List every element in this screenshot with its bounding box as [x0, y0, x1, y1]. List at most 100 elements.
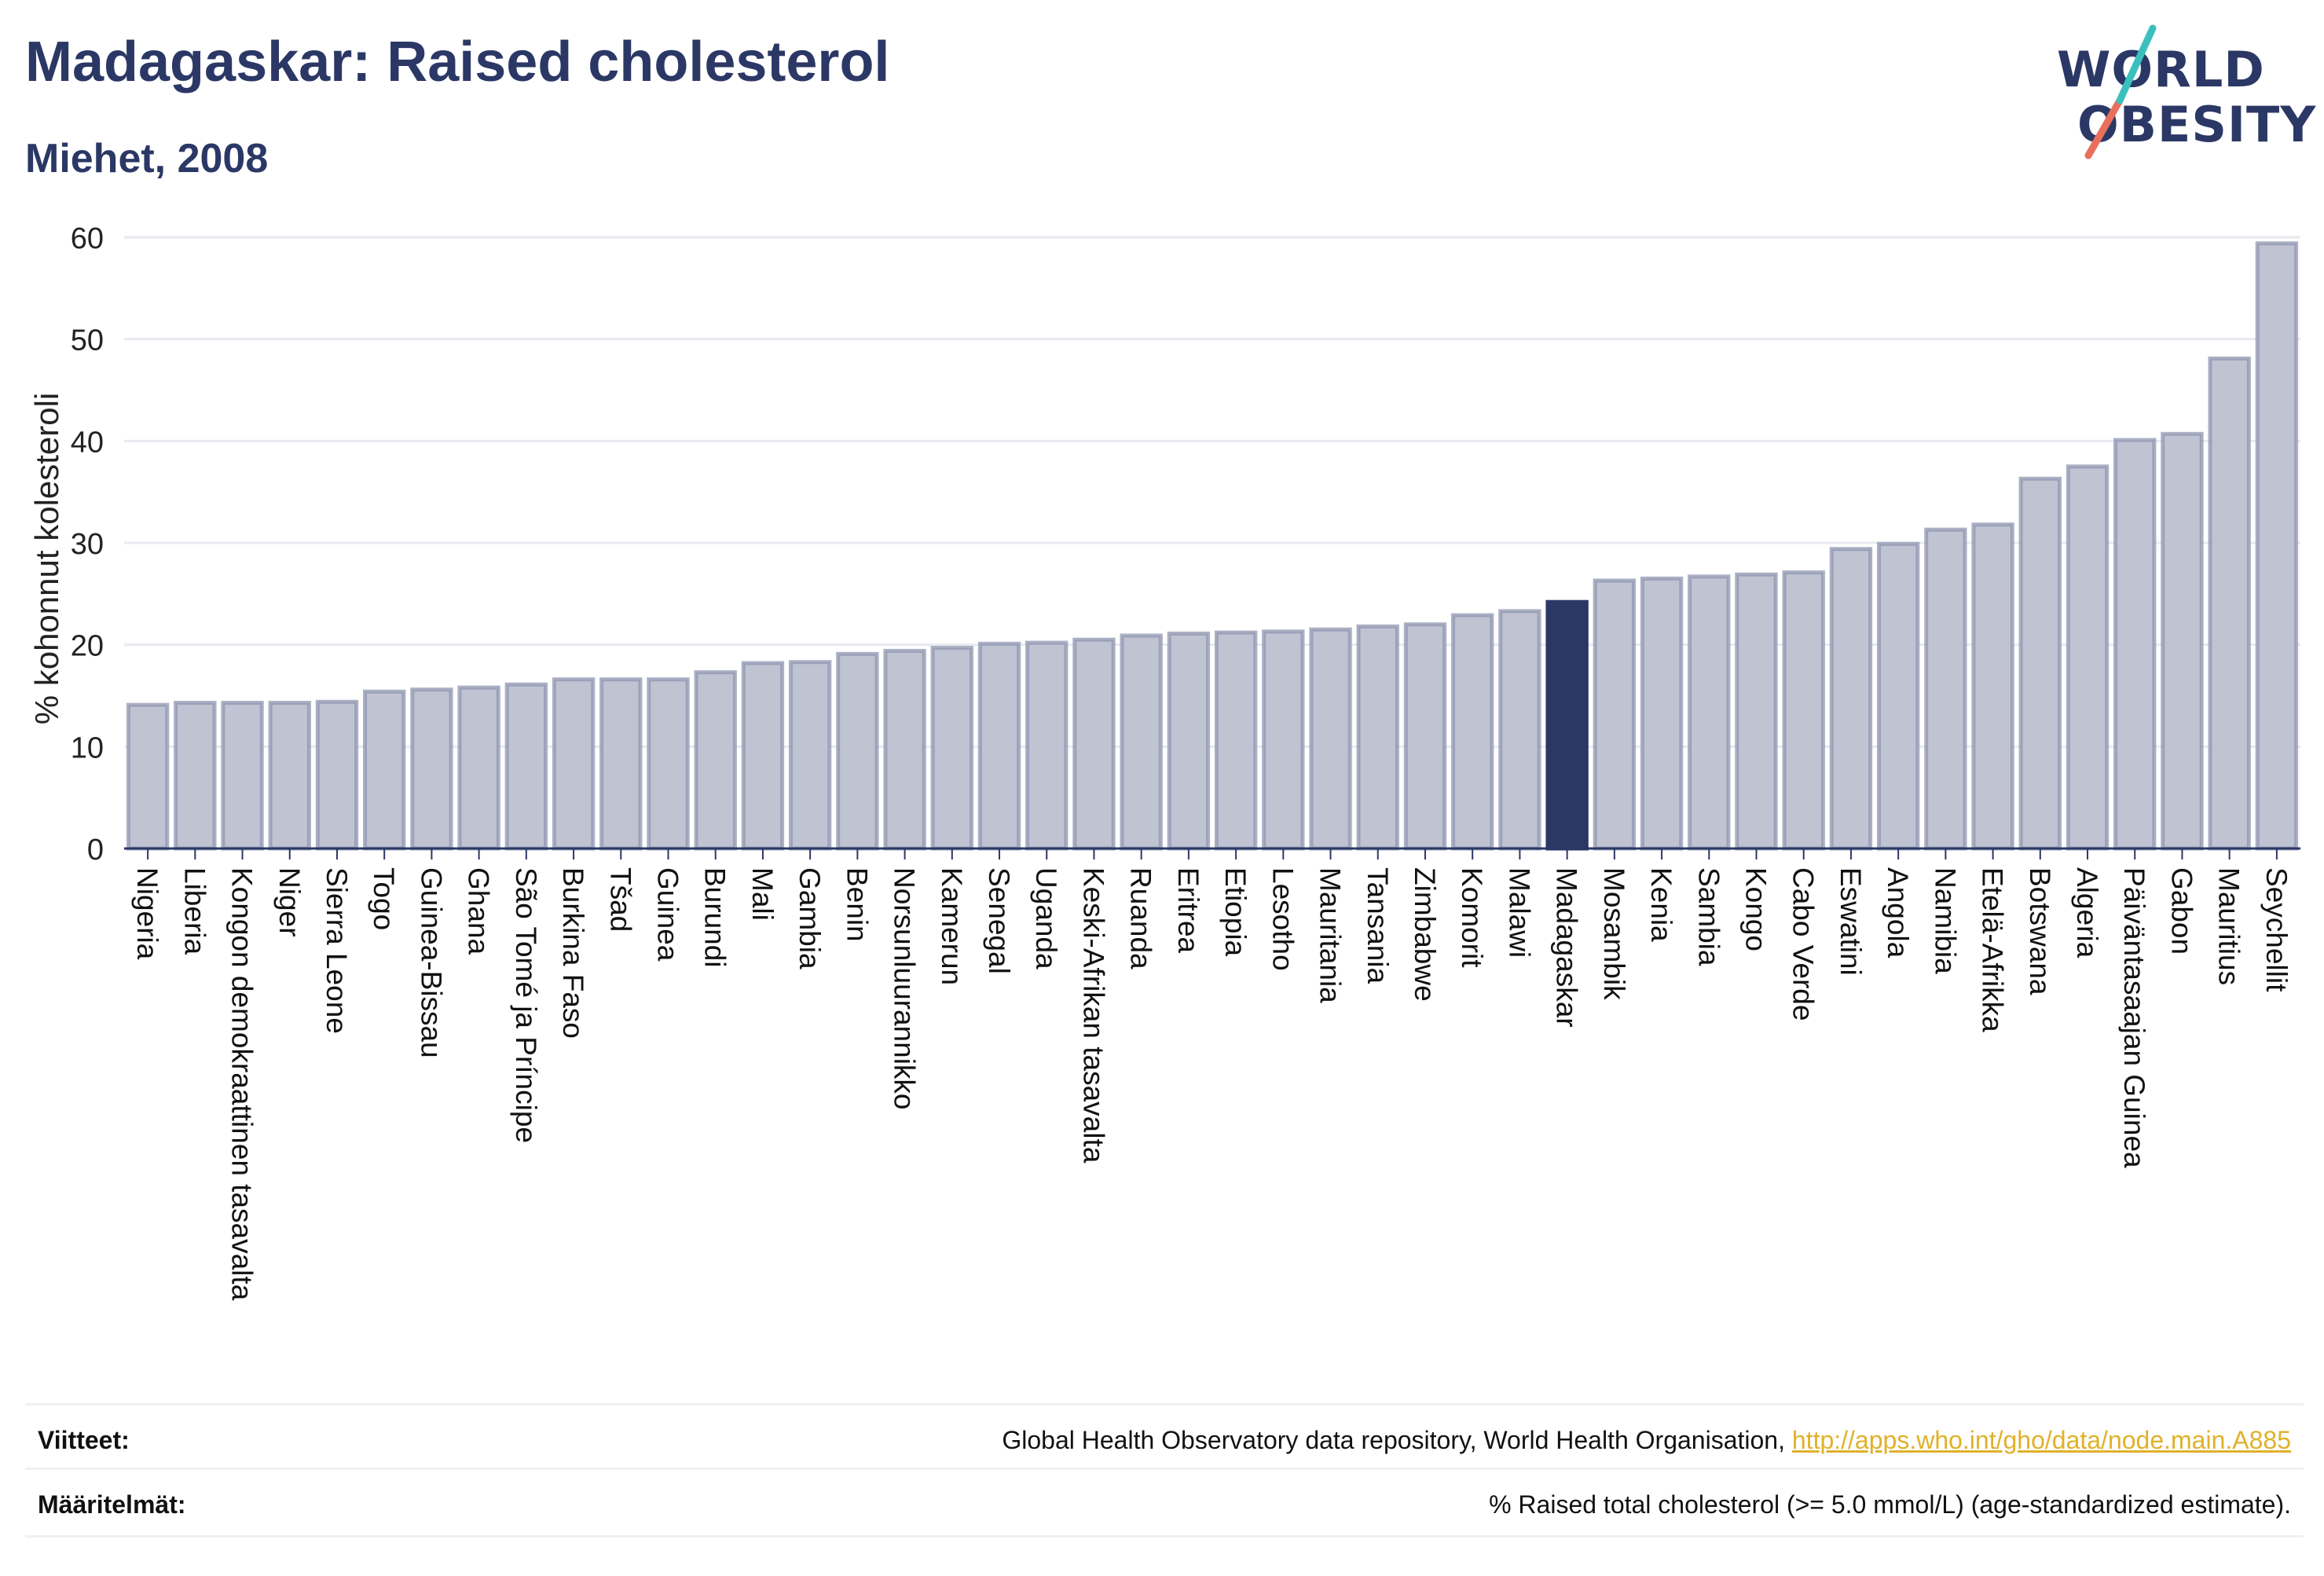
x-tick-label: Norsunluurannikko: [889, 867, 921, 1110]
page-subtitle: Miehet, 2008: [25, 136, 269, 181]
x-tick-label: Nigeria: [131, 867, 163, 960]
y-tick-label: 10: [71, 731, 104, 764]
x-tick-label: Sambia: [1692, 867, 1725, 966]
y-tick-label: 60: [71, 222, 104, 255]
sources-label: Viitteet:: [38, 1426, 130, 1454]
bar: [1262, 629, 1305, 851]
x-tick-label: Liberia: [178, 867, 211, 955]
bar: [1829, 547, 1873, 851]
y-tick-label: 50: [71, 324, 104, 357]
x-tick-label: Komorit: [1456, 867, 1488, 968]
definitions-value: % Raised total cholesterol (>= 5.0 mmol/…: [1489, 1490, 2291, 1519]
bar: [315, 699, 359, 851]
bar-chart: 0 10 20 30 40 50 60 % kohonnut kolesteroli Niger…: [28, 222, 2300, 1301]
x-tick-label: Ghana: [463, 867, 495, 955]
page-title: Madagaskar: Raised cholesterol: [25, 31, 890, 93]
x-tick-label: Kamerun: [936, 867, 968, 985]
definitions-row: Määritelmät: % Raised total cholesterol …: [25, 1468, 2304, 1531]
bar: [2161, 431, 2204, 851]
x-tick-label: Tansania: [1362, 867, 1394, 984]
x-tick-label: Gambia: [794, 867, 826, 969]
y-axis-label: % kohonnut kolesteroli: [28, 393, 65, 725]
x-tick-label: Burkina Faso: [557, 867, 589, 1039]
sources-link[interactable]: http://apps.who.int/gho/data/node.main.A…: [1791, 1426, 2291, 1454]
bar: [930, 646, 973, 851]
bar: [1971, 522, 2014, 851]
sources-text: Global Health Observatory data repositor…: [1002, 1426, 1785, 1454]
bar: [221, 701, 264, 851]
x-tick-label: Seychellit: [2260, 867, 2293, 992]
bar: [1640, 576, 1684, 851]
bar: [2066, 464, 2110, 851]
bar: [647, 677, 690, 851]
y-tick-label: 0: [87, 834, 104, 867]
bar: [1688, 574, 1731, 851]
bar: [2018, 476, 2062, 851]
x-tick-label: Benin: [841, 867, 873, 942]
bar: [1214, 630, 1258, 851]
bar: [788, 660, 832, 851]
x-tick-label: Niger: [273, 867, 306, 936]
bar: [1072, 637, 1116, 851]
bar: [1924, 527, 1967, 851]
bar: [1403, 622, 1447, 851]
highlight-bar: [1545, 599, 1589, 851]
sources-row: Viitteet: Global Health Observatory data…: [25, 1403, 2304, 1467]
bar: [268, 701, 311, 851]
bar: [410, 687, 453, 851]
bar: [1120, 633, 1163, 851]
bar: [2113, 438, 2157, 851]
bar: [552, 677, 596, 851]
x-tick-label: Mauritius: [2213, 867, 2245, 985]
x-tick-label: Angola: [1882, 867, 1914, 958]
definitions-label: Määritelmät:: [38, 1490, 186, 1519]
logo-slash-icon: [2084, 24, 2157, 159]
x-tick-label: Guinea: [652, 867, 684, 962]
bar: [1735, 572, 1778, 851]
y-tick-label: 40: [71, 426, 104, 459]
bar: [457, 685, 500, 851]
bar: [174, 701, 217, 851]
x-tick-label: Eswatini: [1835, 867, 1867, 976]
bar: [836, 651, 879, 851]
footer-divider: [25, 1535, 2304, 1538]
x-tick-label: Lesotho: [1266, 867, 1299, 971]
bar: [1876, 541, 1920, 851]
sources-value: Global Health Observatory data repositor…: [1002, 1426, 2291, 1455]
x-tick-label: Keski-Afrikan tasavalta: [1077, 867, 1109, 1164]
x-tick-label: Guinea-Bissau: [415, 867, 447, 1058]
x-tick-label: Madagaskar: [1551, 867, 1583, 1028]
x-tick-label: Tšad: [604, 867, 636, 932]
x-tick-label: Burundi: [699, 867, 731, 968]
x-tick-label: Cabo Verde: [1787, 867, 1820, 1021]
x-tick-label: Päiväntasaajan Guinea: [2118, 867, 2150, 1168]
bar: [977, 641, 1021, 851]
bar: [883, 648, 926, 851]
x-tick-label: Uganda: [1030, 867, 1062, 969]
x-tick-label: Ruanda: [1125, 867, 1157, 969]
bar: [741, 661, 785, 851]
x-tick-label: Namibia: [1929, 867, 1961, 974]
logo-line1: WORLD: [2057, 41, 2265, 98]
bar: [599, 677, 643, 851]
bar: [1309, 627, 1352, 851]
bar: [1782, 570, 1825, 851]
x-tick-label: Botswana: [2024, 867, 2056, 995]
x-tick-label: Kongon demokraattinen tasavalta: [226, 867, 258, 1301]
x-tick-label: Etelä-Afrikka: [1977, 867, 2009, 1032]
bar: [2208, 356, 2251, 851]
bar: [126, 702, 170, 851]
x-tick-label: Malawi: [1503, 867, 1535, 958]
bar: [1167, 631, 1211, 851]
x-tick-label: Kongo: [1740, 867, 1772, 951]
x-tick-label: Mauritania: [1314, 867, 1347, 1003]
bar: [504, 682, 548, 851]
bar: [1498, 609, 1541, 851]
bar: [363, 689, 406, 851]
y-tick-label: 20: [71, 630, 104, 663]
x-tick-label: Algeria: [2071, 867, 2103, 958]
x-tick-label: Etiopia: [1219, 867, 1252, 957]
y-tick-label: 30: [71, 528, 104, 561]
bar: [694, 670, 737, 851]
x-tick-label: Zimbabwe: [1409, 867, 1441, 1002]
